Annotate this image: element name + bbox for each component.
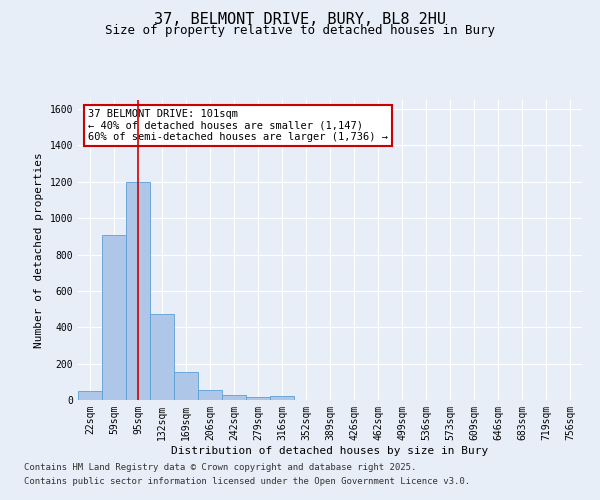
Bar: [174, 372, 198, 400]
Text: Contains public sector information licensed under the Open Government Licence v3: Contains public sector information licen…: [24, 477, 470, 486]
X-axis label: Distribution of detached houses by size in Bury: Distribution of detached houses by size …: [172, 446, 488, 456]
Bar: [126, 182, 150, 400]
Bar: [102, 234, 126, 400]
Text: 37, BELMONT DRIVE, BURY, BL8 2HU: 37, BELMONT DRIVE, BURY, BL8 2HU: [154, 12, 446, 28]
Text: Size of property relative to detached houses in Bury: Size of property relative to detached ho…: [105, 24, 495, 37]
Bar: [270, 396, 294, 400]
Text: 37 BELMONT DRIVE: 101sqm
← 40% of detached houses are smaller (1,147)
60% of sem: 37 BELMONT DRIVE: 101sqm ← 40% of detach…: [88, 109, 388, 142]
Bar: [246, 396, 270, 400]
Text: Contains HM Land Registry data © Crown copyright and database right 2025.: Contains HM Land Registry data © Crown c…: [24, 464, 416, 472]
Bar: [198, 390, 222, 400]
Bar: [222, 394, 246, 400]
Y-axis label: Number of detached properties: Number of detached properties: [34, 152, 44, 348]
Bar: [150, 314, 174, 400]
Bar: [78, 391, 102, 400]
